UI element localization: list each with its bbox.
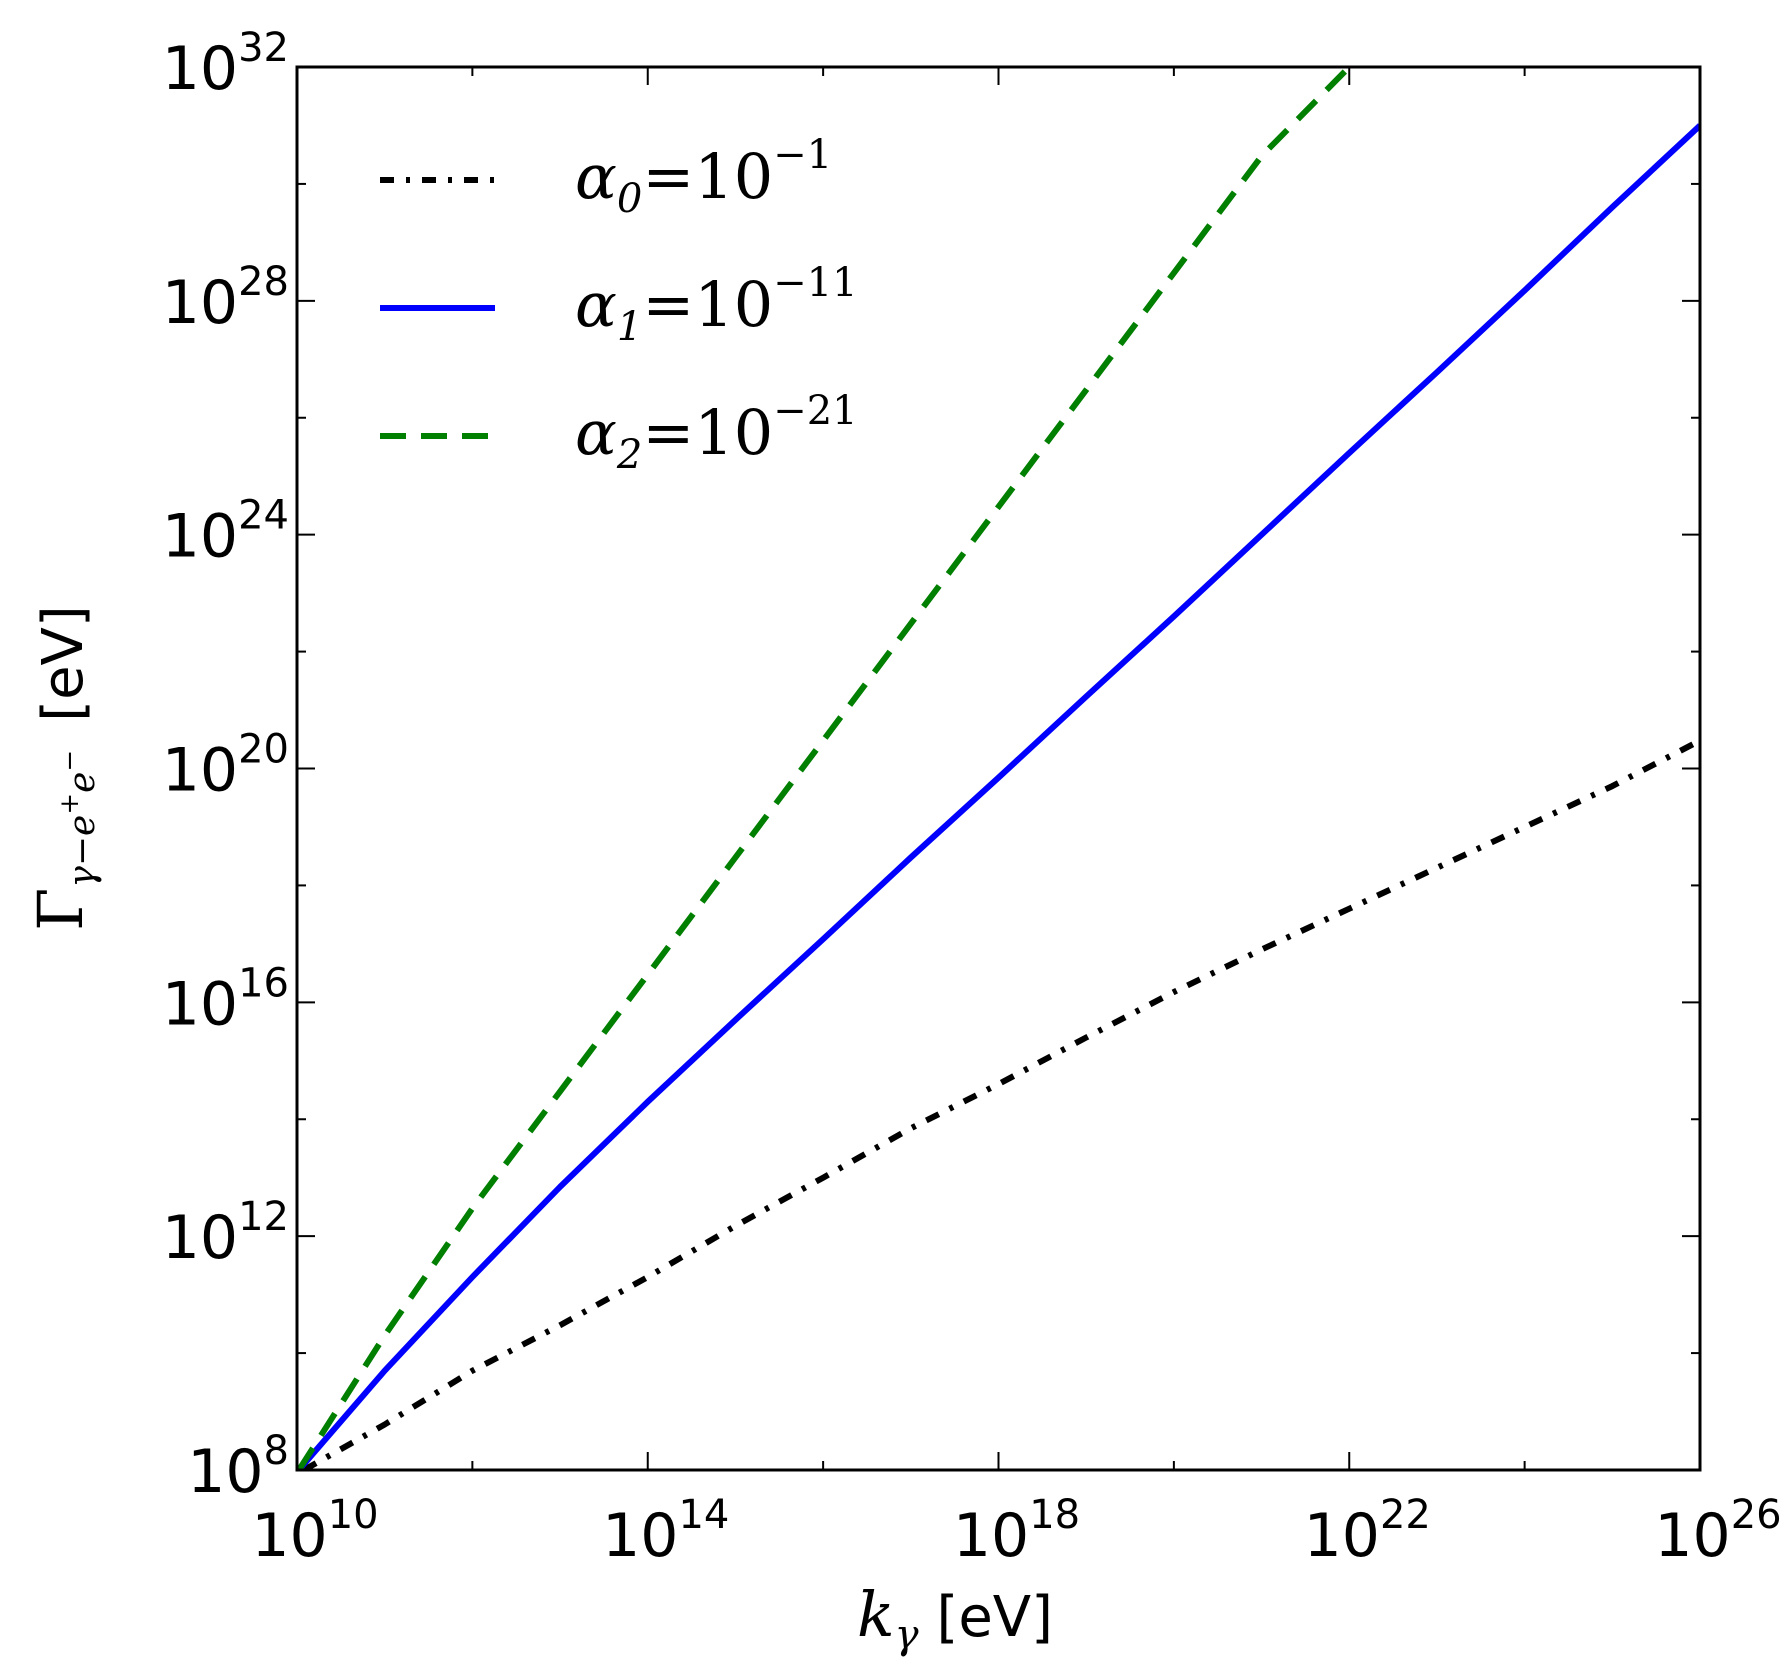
x-tick-label: 1014 bbox=[602, 1492, 729, 1571]
legend-entry-2: α2=10−21 bbox=[575, 388, 858, 478]
x-tick-label: 1022 bbox=[1304, 1492, 1431, 1571]
y-tick-label: 1020 bbox=[162, 727, 289, 806]
legend-entry-0: α0=10−1 bbox=[575, 132, 832, 222]
y-tick-label: 1024 bbox=[162, 493, 289, 572]
y-tick-label: 108 bbox=[187, 1428, 289, 1507]
x-tick-label: 1010 bbox=[251, 1492, 378, 1571]
y-tick-label: 1012 bbox=[162, 1194, 289, 1273]
tick-labels: 1010 1014 1018 1022 1026 108 1012 1016 1020 1024 1… bbox=[162, 25, 1782, 1571]
series-line-2 bbox=[297, 67, 1352, 1470]
x-axis-label: kγ [eV] bbox=[857, 1578, 1053, 1658]
y-tick-label: 1016 bbox=[162, 960, 289, 1039]
y-axis-label: Γγ−e+e−[eV] bbox=[24, 605, 103, 930]
x-tick-label: 1018 bbox=[953, 1492, 1080, 1571]
plot-frame bbox=[295, 65, 1702, 1472]
y-tick-label: 1028 bbox=[162, 259, 289, 338]
series-layer bbox=[297, 67, 1700, 1470]
legend: α0=10−1 α1=10−11 α2=10−21 bbox=[380, 132, 858, 478]
x-tick-label: 1026 bbox=[1654, 1492, 1781, 1571]
legend-entry-1: α1=10−11 bbox=[575, 260, 858, 350]
series-line-1 bbox=[297, 123, 1700, 1470]
series-line-0 bbox=[302, 737, 1700, 1470]
y-tick-label: 1032 bbox=[162, 25, 289, 104]
